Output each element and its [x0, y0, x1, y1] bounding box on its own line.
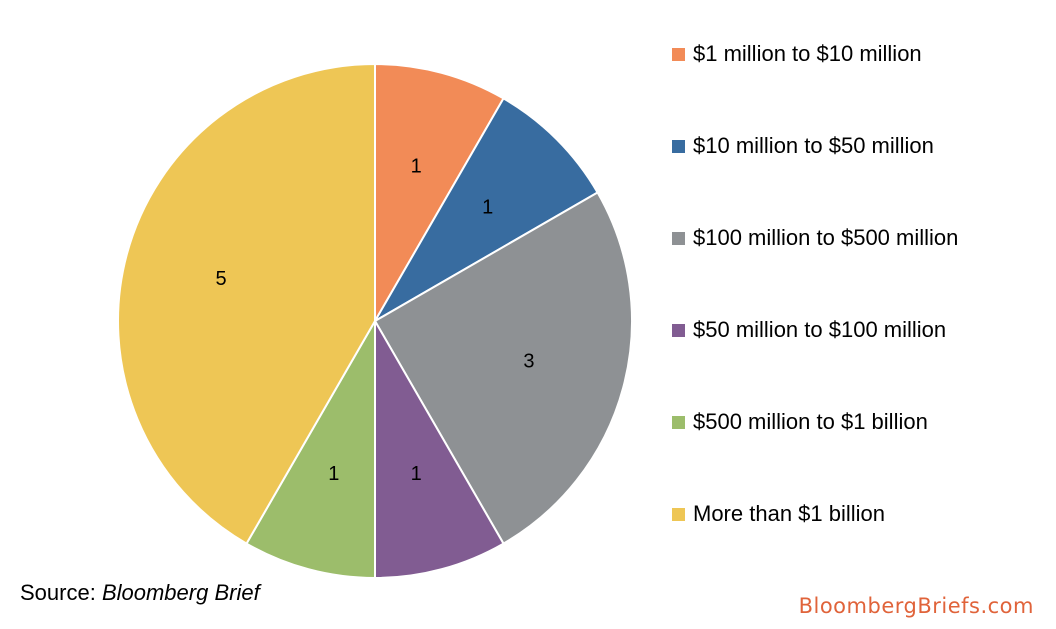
legend-label: $100 million to $500 million: [693, 225, 959, 250]
legend-swatch: [672, 231, 685, 245]
brand-watermark: BloombergBriefs.com: [798, 594, 1034, 618]
legend: $1 million to $10 million $10 million to…: [672, 36, 958, 588]
legend-label: $10 million to $50 million: [693, 133, 934, 158]
legend-item-1m-10m: $1 million to $10 million: [672, 36, 958, 72]
data-label-1m-10m: 1: [411, 155, 422, 177]
legend-item-50m-100m: $50 million to $100 million: [672, 312, 958, 348]
legend-label: $500 million to $1 billion: [693, 409, 928, 434]
legend-swatch: [672, 507, 685, 521]
pie-chart: 1 1 3 1 1 5: [117, 62, 633, 580]
pie-slice-1m-10m: [374, 62, 505, 325]
legend-label: More than $1 billion: [693, 501, 886, 526]
legend-swatch: [672, 323, 685, 337]
legend-swatch: [672, 47, 685, 61]
legend-label: $1 million to $10 million: [693, 41, 922, 66]
data-label-10m-50m: 1: [482, 197, 493, 219]
data-label-500m-1b: 1: [328, 463, 339, 485]
source-prefix: Source:: [20, 580, 102, 605]
pie-slice-500m-1b: [245, 317, 376, 580]
source-note: Source: Bloomberg Brief: [20, 580, 260, 606]
legend-item-more-than-1b: More than $1 billion: [672, 496, 958, 532]
pie-slice-more-than-1b: [117, 62, 376, 545]
pie-slice-50m-100m: [374, 317, 505, 580]
pie-slice-10m-50m: [372, 97, 599, 324]
legend-swatch: [672, 415, 685, 429]
data-label-more-than-1b: 5: [216, 268, 227, 290]
pie-data-labels: 1 1 3 1 1 5: [216, 155, 535, 485]
legend-label: $50 million to $100 million: [693, 317, 947, 342]
legend-item-500m-1b: $500 million to $1 billion: [672, 404, 958, 440]
legend-item-10m-50m: $10 million to $50 million: [672, 128, 958, 164]
legend-item-100m-500m: $100 million to $500 million: [672, 220, 958, 256]
source-publication: Bloomberg Brief: [101, 580, 260, 605]
pie-slice-100m-500m: [373, 191, 633, 545]
legend-swatch: [672, 139, 685, 153]
pie-slices: [117, 62, 633, 580]
data-label-50m-100m: 1: [411, 463, 422, 485]
data-label-100m-500m: 3: [523, 351, 534, 373]
